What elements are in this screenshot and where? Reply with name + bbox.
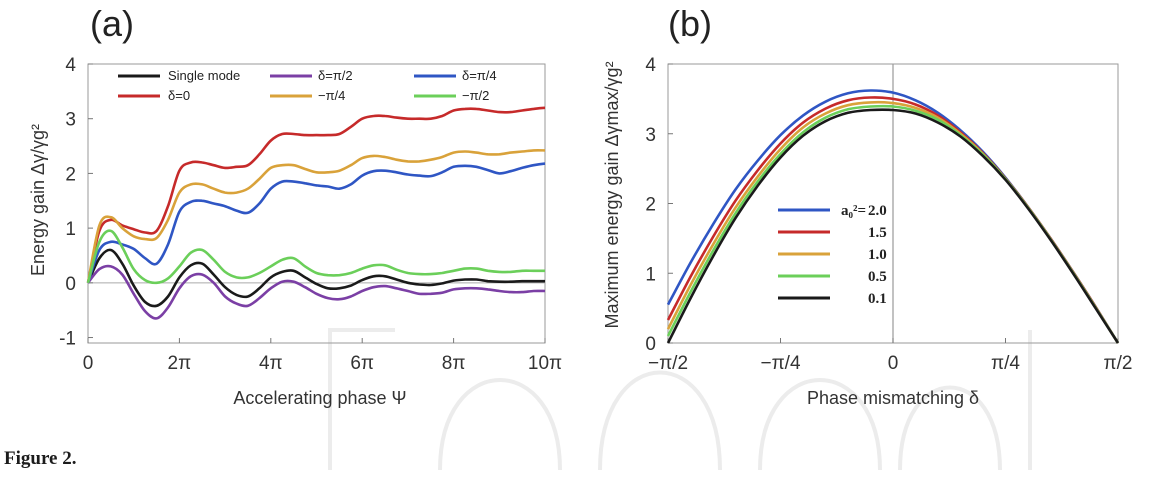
b-x-tick-label: −π/2 (648, 353, 688, 374)
a-x-tick-label: 0 (83, 353, 94, 374)
a-series-line-3 (86, 149, 546, 284)
a-y-tick-label: 4 (65, 55, 76, 76)
panel-b-label: (b) (668, 3, 712, 44)
watermark-outline (328, 328, 1032, 471)
a-x-tick-label: 6π (350, 353, 374, 374)
a-x-tick-label: 2π (168, 353, 192, 374)
panel-b: (b) −π/2 −π/4 0 π/4 π/2 0 1 2 3 4 a₀²= 2.0 1.5 1.0 0.… (602, 3, 1132, 408)
legend-b-label-3: 0.5 (868, 269, 887, 285)
a-x-tick-label: 8π (442, 353, 466, 374)
legend-a-label-2: δ=π/2 (318, 68, 353, 83)
b-x-tick-label: −π/4 (760, 353, 800, 374)
b-x-tick-label: π/2 (1104, 353, 1133, 374)
legend-a-label-0: Single mode (168, 68, 240, 83)
a-x-tick-label: 4π (259, 353, 283, 374)
panel-a-x-axis-label: Accelerating phase Ψ (233, 388, 406, 408)
a-series-line-5 (86, 229, 545, 285)
panel-b-axes: −π/2 −π/4 0 π/4 π/2 0 1 2 3 4 (645, 55, 1132, 374)
figure-caption: Figure 2. (4, 448, 77, 469)
a-y-tick-label: 1 (65, 219, 76, 240)
b-y-tick-label: 2 (645, 195, 656, 216)
legend-a-label-4: δ=π/4 (462, 68, 497, 83)
legend-b-title: a₀²= (841, 203, 866, 219)
a-plot-frame (87, 63, 546, 344)
b-y-tick-label: 1 (645, 264, 656, 285)
b-y-tick-label: 0 (645, 334, 656, 355)
legend-b-label-0: 2.0 (868, 203, 887, 219)
legend-a-label-1: δ=0 (168, 88, 190, 103)
a-series-line-0 (86, 248, 545, 308)
a-series-line-1 (86, 106, 546, 284)
a-series-line-2 (86, 264, 546, 320)
panel-a: (a) 0 2π 4π 6π 8π 10π -1 0 1 2 3 4 Single mode δ=0 δ=… (28, 3, 562, 408)
legend-a-label-5: −π/2 (462, 88, 489, 103)
a-y-tick-label: -1 (59, 329, 76, 350)
legend-b-label-1: 1.5 (868, 225, 887, 241)
a-y-tick-label: 0 (65, 274, 76, 295)
panel-a-y-axis-label: Energy gain Δγ/γg² (28, 124, 48, 276)
b-y-tick-label: 4 (645, 55, 656, 76)
panel-a-label: (a) (90, 3, 134, 44)
panel-a-legend: Single mode δ=0 δ=π/2 −π/4 δ=π/4 −π/2 (118, 68, 497, 103)
b-x-tick-label: π/4 (991, 353, 1020, 374)
b-x-tick-label: 0 (888, 353, 899, 374)
a-series-line-4 (86, 162, 546, 284)
panel-b-series-lines (666, 89, 1120, 344)
a-x-tick-label: 10π (528, 353, 562, 374)
a-y-tick-label: 3 (65, 110, 76, 131)
panel-a-series-lines (86, 106, 546, 320)
legend-b-label-4: 0.1 (868, 291, 887, 307)
legend-a-label-3: −π/4 (318, 88, 345, 103)
panel-b-y-axis-label: Maximum energy gain Δγmax/γg² (602, 61, 622, 328)
legend-b-label-2: 1.0 (868, 247, 887, 263)
b-y-tick-label: 3 (645, 125, 656, 146)
panel-b-x-axis-label: Phase mismatching δ (807, 388, 979, 408)
a-y-tick-label: 2 (65, 164, 76, 185)
panel-a-axes: 0 2π 4π 6π 8π 10π -1 0 1 2 3 4 (59, 55, 562, 374)
b-series-line-4 (666, 108, 1120, 344)
panel-b-legend: a₀²= 2.0 1.5 1.0 0.5 0.1 (778, 203, 887, 307)
